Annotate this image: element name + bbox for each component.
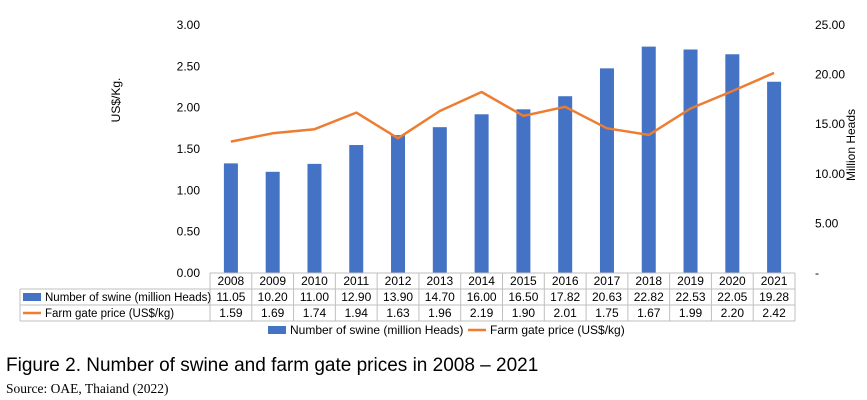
- data-label: 22.05: [717, 290, 747, 304]
- right-axis-tick-label: 20.00: [815, 68, 845, 82]
- bar: [349, 145, 364, 273]
- left-axis-tick-label: 1.50: [177, 142, 201, 156]
- x-tick-label: 2010: [301, 274, 328, 288]
- bar: [599, 68, 614, 273]
- x-tick-label: 2013: [426, 274, 453, 288]
- table-row-label: Farm gate price (US$/kg): [45, 308, 174, 320]
- bar: [767, 81, 782, 273]
- right-axis-tick-label: 10.00: [815, 167, 845, 181]
- left-axis-tick-label: 0.00: [177, 266, 201, 280]
- legend-key: [268, 326, 286, 334]
- left-axis-tick-label: 2.00: [177, 101, 201, 115]
- data-label: 11.05: [216, 290, 245, 304]
- x-tick-label: 2017: [594, 274, 621, 288]
- data-label: 12.90: [341, 290, 371, 304]
- bar: [307, 163, 322, 273]
- data-table: 2008 2009 2010 2011 2012 2013 2014 2015 2016 2017…: [19, 272, 796, 322]
- left-axis-tick-label: 2.50: [177, 59, 201, 73]
- x-tick-label: 2020: [719, 274, 746, 288]
- bar: [558, 96, 573, 273]
- data-label: 11.00: [300, 290, 329, 304]
- right-axis-tick-label: 15.00: [815, 117, 845, 131]
- x-tick-label: 2012: [385, 274, 412, 288]
- line-series: [230, 71, 775, 143]
- bar: [432, 127, 447, 274]
- bar: [725, 54, 740, 273]
- data-label: 16.50: [508, 290, 538, 304]
- x-tick-label: 2011: [343, 274, 369, 288]
- data-label: 1.96: [428, 306, 452, 320]
- data-label: 22.53: [676, 290, 706, 304]
- bar-series: [223, 46, 782, 274]
- bar: [391, 135, 406, 273]
- data-label: 1.90: [512, 306, 536, 320]
- data-label: 2.20: [721, 306, 745, 320]
- data-label: 1.99: [679, 306, 703, 320]
- x-tick-label: 2008: [218, 274, 245, 288]
- data-label: 19.28: [759, 290, 789, 304]
- right-axis-label: Million Heads: [844, 109, 858, 181]
- figure-caption: Figure 2. Number of swine and farm gate …: [6, 355, 539, 376]
- data-label: 22.82: [634, 290, 664, 304]
- data-label: 1.69: [261, 306, 285, 320]
- legend-label: Number of swine (million Heads): [290, 323, 463, 337]
- table-legend-key: [23, 293, 41, 301]
- data-label: 1.63: [386, 306, 410, 320]
- series-line: [230, 71, 775, 143]
- left-axis-label: US$/Kg.: [109, 78, 123, 123]
- right-axis-tick-label: 25.00: [815, 18, 845, 32]
- left-axis-tick-label: 1.00: [177, 183, 201, 197]
- x-tick-label: 2021: [761, 274, 788, 288]
- legend: Number of swine (million Heads) Farm gate…: [268, 323, 625, 337]
- data-label: 1.67: [637, 306, 661, 320]
- data-label: 1.94: [345, 306, 369, 320]
- table-row-label: Number of swine (million Heads): [45, 292, 211, 304]
- left-axis: 0.00 0.50 1.00 1.50 2.00 2.50 3.00 US$/Kg.: [109, 18, 200, 280]
- data-label: 14.70: [425, 290, 455, 304]
- x-tick-label: 2019: [677, 274, 704, 288]
- data-label: 20.63: [592, 290, 622, 304]
- bar: [683, 49, 698, 274]
- data-label: 2.01: [553, 306, 577, 320]
- x-tick-label: 2014: [468, 274, 495, 288]
- data-label: 1.74: [303, 306, 327, 320]
- data-label: 10.20: [258, 290, 288, 304]
- bar: [474, 114, 489, 273]
- x-tick-label: 2016: [552, 274, 579, 288]
- combo-chart: 0.00 0.50 1.00 1.50 2.00 2.50 3.00 US$/Kg. - 5.…: [19, 18, 858, 337]
- x-tick-label: 2009: [259, 274, 286, 288]
- data-label: 17.82: [550, 290, 580, 304]
- bar: [516, 109, 531, 273]
- left-axis-tick-label: 0.50: [177, 225, 201, 239]
- data-label: 1.59: [219, 306, 243, 320]
- data-label: 13.90: [383, 290, 413, 304]
- legend-label: Farm gate price (US$/kg): [490, 323, 625, 337]
- bar: [223, 163, 238, 273]
- left-axis-tick-label: 3.00: [177, 18, 201, 32]
- right-axis-tick-label: -: [815, 266, 819, 280]
- data-label: 2.42: [762, 306, 786, 320]
- source-note: Source: OAE, Thaiand (2022): [6, 381, 169, 396]
- data-label: 1.75: [595, 306, 619, 320]
- right-axis: - 5.00 10.00 15.00 20.00 25.00 Million Heads: [815, 18, 858, 280]
- data-label: 2.19: [470, 306, 494, 320]
- right-axis-tick-label: 5.00: [815, 216, 839, 230]
- x-tick-label: 2018: [635, 274, 662, 288]
- x-tick-label: 2015: [510, 274, 537, 288]
- bar: [641, 46, 656, 274]
- data-label: 16.00: [467, 290, 497, 304]
- bar: [265, 171, 280, 273]
